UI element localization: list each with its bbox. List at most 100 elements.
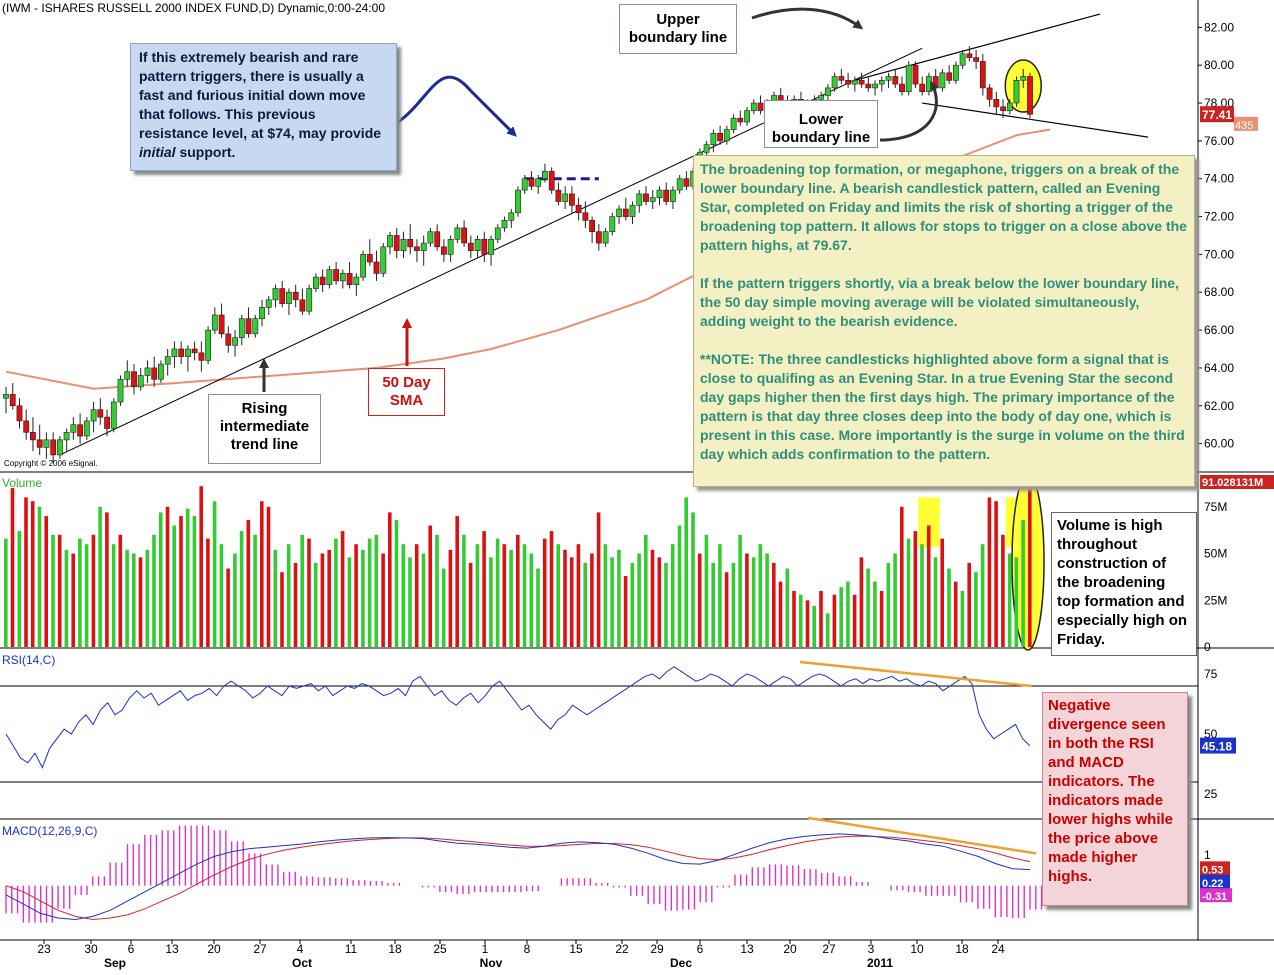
candle-body [845, 80, 851, 85]
candle-body [838, 76, 845, 81]
candle-body [434, 231, 441, 248]
volume-bar [953, 581, 958, 647]
candle-body [461, 227, 467, 244]
candle-body [616, 208, 622, 217]
volume-tick-label: 75M [1204, 500, 1227, 514]
candle-body [171, 348, 178, 357]
volume-bar [441, 568, 446, 647]
volume-bar [798, 594, 803, 647]
volume-bar [1007, 553, 1012, 647]
candle-body [730, 117, 737, 130]
bearish-move-note: If this extremely bearish and rare patte… [130, 43, 397, 171]
candle-body [36, 439, 43, 448]
candle-body [703, 144, 710, 153]
candle-body [380, 246, 387, 274]
volume-bar [576, 544, 581, 647]
candle-body [548, 170, 555, 191]
date-tick-label: 27 [822, 942, 836, 956]
volume-bar [852, 594, 857, 647]
volume-last-tag [1200, 475, 1274, 489]
volume-bar [266, 506, 271, 647]
candle-body [946, 72, 953, 81]
date-tick-label: 20 [207, 942, 221, 956]
volume-bar [900, 506, 904, 647]
candle-body [973, 57, 979, 62]
volume-bar [657, 557, 662, 647]
volume-bar [684, 497, 688, 647]
volume-bar [132, 553, 136, 647]
candle-body [306, 288, 313, 312]
volume-tick-label: 0 [1204, 640, 1211, 654]
candle-body [90, 409, 97, 422]
date-tick-label: 24 [991, 942, 1005, 956]
date-tick-label: 6 [697, 942, 704, 956]
volume-bar [522, 544, 527, 647]
volume-bar [906, 538, 911, 647]
price-tick-label: 64.00 [1204, 361, 1234, 375]
volume-bar [448, 549, 453, 647]
candle-body [131, 371, 137, 388]
month-label: Dec [670, 956, 692, 970]
candle-body [939, 72, 946, 89]
candle-body [669, 189, 676, 202]
volume-bar [617, 549, 621, 647]
olive-para-1: The broadening top formation, or megapho… [700, 161, 1187, 253]
candle-body [562, 193, 569, 202]
volume-bar [704, 534, 709, 647]
candle-body [312, 276, 319, 289]
candle-body [474, 239, 481, 252]
candle-body [508, 212, 515, 221]
candle-body [29, 431, 36, 441]
volume-bar [421, 553, 426, 647]
volume-bar [280, 572, 284, 647]
volume-bar [98, 506, 102, 647]
price-tick-label: 60.00 [1204, 437, 1234, 451]
macd-line [5, 833, 1031, 921]
volume-bar [428, 525, 432, 647]
volume-bar [71, 553, 75, 647]
volume-bar [361, 549, 365, 647]
volume-bar [873, 581, 877, 647]
volume-bar [812, 605, 816, 647]
macd-divergence-line [807, 816, 1037, 855]
volume-bar [967, 562, 971, 647]
hist-last-tag [1200, 888, 1232, 903]
volume-bar [138, 557, 143, 647]
rsi-tick-label: 50 [1204, 727, 1218, 741]
candle-body [454, 227, 461, 240]
candle-body [272, 288, 279, 301]
candle-body [353, 276, 360, 286]
price-tick-label: 66.00 [1204, 323, 1234, 337]
candle-body [427, 231, 434, 244]
candle-body [535, 178, 542, 187]
volume-bar [300, 534, 304, 647]
bearish-note-arrow [397, 75, 517, 137]
candle-body [23, 420, 30, 433]
candle-body [1020, 76, 1027, 81]
volume-bar [158, 512, 163, 647]
candle-body [643, 193, 649, 202]
candle-body [501, 220, 508, 229]
candle-body [225, 333, 232, 346]
bearish-note-italic: initial [139, 144, 176, 160]
candle-body [333, 269, 339, 282]
volume-bar [253, 534, 257, 647]
volume-bar [751, 557, 756, 647]
volume-bar [994, 501, 998, 647]
month-label: 2011 [867, 956, 893, 970]
volume-bar [260, 501, 264, 647]
volume-bar [24, 497, 28, 647]
volume-bar [455, 516, 459, 647]
volume-bar [1001, 534, 1005, 647]
candle-body [737, 117, 744, 123]
volume-bar [630, 562, 635, 647]
candle-body [885, 76, 892, 81]
volume-bar [468, 562, 473, 647]
rsi-line [5, 666, 1031, 769]
volume-bar [866, 568, 870, 647]
candle-body [191, 348, 198, 354]
macd-signal-line [5, 835, 1031, 921]
candle-body [515, 189, 521, 214]
candle-body [858, 80, 865, 85]
volume-bar [381, 553, 385, 647]
